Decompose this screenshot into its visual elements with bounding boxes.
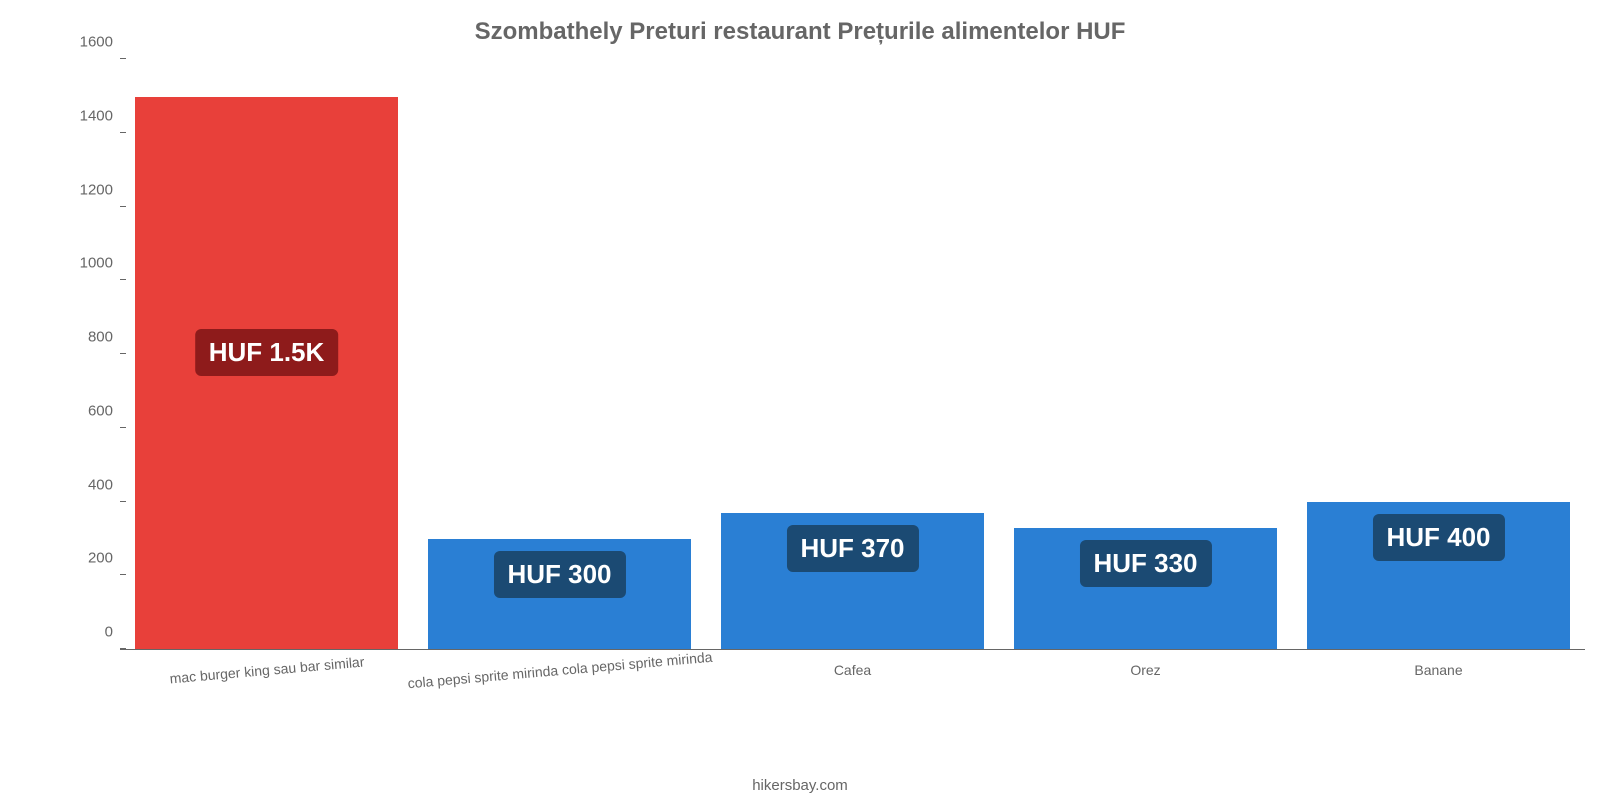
bar-slot: HUF 300 <box>413 60 706 649</box>
x-axis-label: Banane <box>1414 662 1462 678</box>
y-tick-label: 0 <box>65 624 113 641</box>
x-axis-label: Cafea <box>834 662 871 678</box>
y-tick-label: 1400 <box>65 107 113 124</box>
y-tick-mark <box>120 427 126 428</box>
y-tick-label: 600 <box>65 402 113 419</box>
y-tick-label: 800 <box>65 329 113 346</box>
attribution-text: hikersbay.com <box>752 777 848 794</box>
y-tick-label: 1000 <box>65 255 113 272</box>
x-label-slot: Cafea <box>706 650 999 710</box>
bar-slot: HUF 400 <box>1292 60 1585 649</box>
value-badge: HUF 400 <box>1372 514 1504 561</box>
bar: HUF 300 <box>428 539 692 649</box>
bar-slot: HUF 370 <box>706 60 999 649</box>
plot-area: HUF 1.5KHUF 300HUF 370HUF 330HUF 400 020… <box>120 60 1585 650</box>
value-badge: HUF 370 <box>786 525 918 572</box>
x-axis-label: mac burger king sau bar similar <box>169 654 365 687</box>
bar: HUF 1.5K <box>135 97 399 649</box>
chart-area: HUF 1.5K HUF 300 HUF 370 HUF 330 HUF 400 0 20… <box>65 60 1585 710</box>
y-tick-label: 1200 <box>65 181 113 198</box>
y-tick-label: 1600 <box>65 34 113 51</box>
value-badge: HUF 300 <box>493 551 625 598</box>
y-tick-label: 400 <box>65 476 113 493</box>
y-tick-mark <box>120 648 126 649</box>
y-tick-label: 200 <box>65 550 113 567</box>
bar: HUF 370 <box>721 513 985 649</box>
y-tick-mark <box>120 501 126 502</box>
bar: HUF 400 <box>1307 502 1571 649</box>
x-axis-label: cola pepsi sprite mirinda cola pepsi spr… <box>406 649 712 692</box>
x-axis-labels: mac burger king sau bar similar cola peps… <box>120 650 1585 710</box>
bar-slot: HUF 330 <box>999 60 1292 649</box>
y-tick-mark <box>120 279 126 280</box>
bars-container: HUF 1.5K HUF 300 HUF 370 HUF 330 HUF 400 <box>120 60 1585 649</box>
x-label-slot: mac burger king sau bar similar <box>120 650 413 710</box>
value-badge: HUF 330 <box>1079 540 1211 587</box>
y-tick-mark <box>120 132 126 133</box>
y-tick-mark <box>120 353 126 354</box>
y-tick-mark <box>120 574 126 575</box>
x-label-slot: Orez <box>999 650 1292 710</box>
x-label-slot: cola pepsi sprite mirinda cola pepsi spr… <box>413 650 706 710</box>
chart-title: Szombathely Preturi restaurant Prețurile… <box>0 0 1600 46</box>
bar: HUF 330 <box>1014 528 1278 649</box>
y-tick-mark <box>120 206 126 207</box>
y-tick-mark <box>120 58 126 59</box>
bar-slot: HUF 1.5K <box>120 60 413 649</box>
x-label-slot: Banane <box>1292 650 1585 710</box>
x-axis-label: Orez <box>1130 662 1160 678</box>
value-badge: HUF 1.5K <box>195 329 339 376</box>
